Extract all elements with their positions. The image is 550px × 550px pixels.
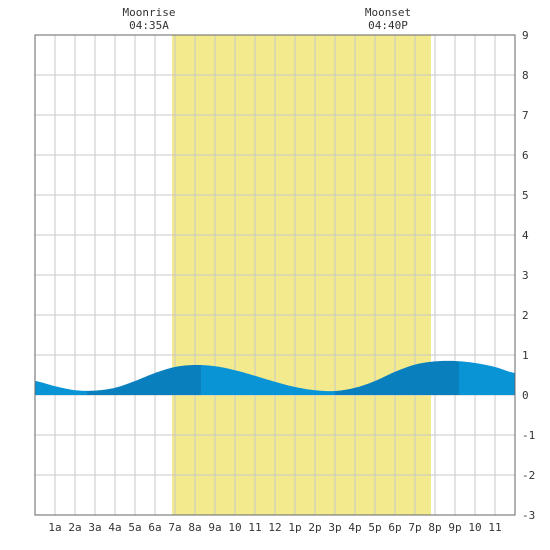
- x-tick-label: 8p: [428, 521, 441, 534]
- x-tick-label: 5a: [128, 521, 141, 534]
- moonrise-annotation: Moonrise 04:35A: [123, 6, 176, 32]
- x-tick-label: 7p: [408, 521, 421, 534]
- x-tick-label: 5p: [368, 521, 381, 534]
- y-tick-label: 9: [522, 29, 529, 42]
- y-tick-label: 1: [522, 349, 529, 362]
- x-tick-label: 10: [228, 521, 241, 534]
- x-tick-label: 2p: [308, 521, 321, 534]
- moonset-time: 04:40P: [368, 19, 408, 32]
- y-tick-label: 4: [522, 229, 529, 242]
- x-tick-label: 11: [248, 521, 261, 534]
- y-tick-label: -1: [522, 429, 535, 442]
- x-tick-label: 4p: [348, 521, 361, 534]
- y-tick-label: 6: [522, 149, 529, 162]
- x-tick-label: 4a: [108, 521, 121, 534]
- y-tick-label: 2: [522, 309, 529, 322]
- x-tick-label: 2a: [68, 521, 81, 534]
- y-tick-label: 8: [522, 69, 529, 82]
- moonset-label: Moonset: [364, 6, 412, 19]
- tide-area-segment: [87, 364, 201, 395]
- x-tick-label: 1p: [288, 521, 301, 534]
- y-tick-label: 3: [522, 269, 529, 282]
- y-tick-label: 7: [522, 109, 529, 122]
- tide-area-segment: [459, 361, 515, 395]
- y-tick-label: 5: [522, 189, 529, 202]
- moonset-annotation: Moonset 04:40P: [365, 6, 411, 32]
- x-tick-label: 10: [468, 521, 481, 534]
- x-tick-label: 12: [268, 521, 281, 534]
- x-tick-label: 3a: [88, 521, 101, 534]
- x-tick-label: 11: [488, 521, 501, 534]
- y-tick-label: 0: [522, 389, 529, 402]
- y-tick-label: -3: [522, 509, 535, 522]
- plot-border: [34, 34, 516, 516]
- moonrise-time: 04:35A: [129, 19, 169, 32]
- x-tick-label: 1a: [48, 521, 61, 534]
- x-tick-label: 3p: [328, 521, 341, 534]
- x-tick-label: 6p: [388, 521, 401, 534]
- tide-area-segment: [335, 360, 459, 395]
- tide-area-segment: [201, 365, 335, 395]
- moonrise-label: Moonrise: [122, 6, 176, 19]
- x-tick-label: 8a: [188, 521, 201, 534]
- x-tick-label: 9p: [448, 521, 461, 534]
- tide-area-segment: [35, 381, 87, 395]
- x-tick-label: 7a: [168, 521, 181, 534]
- x-tick-label: 6a: [148, 521, 161, 534]
- x-tick-label: 9a: [208, 521, 221, 534]
- y-tick-label: -2: [522, 469, 535, 482]
